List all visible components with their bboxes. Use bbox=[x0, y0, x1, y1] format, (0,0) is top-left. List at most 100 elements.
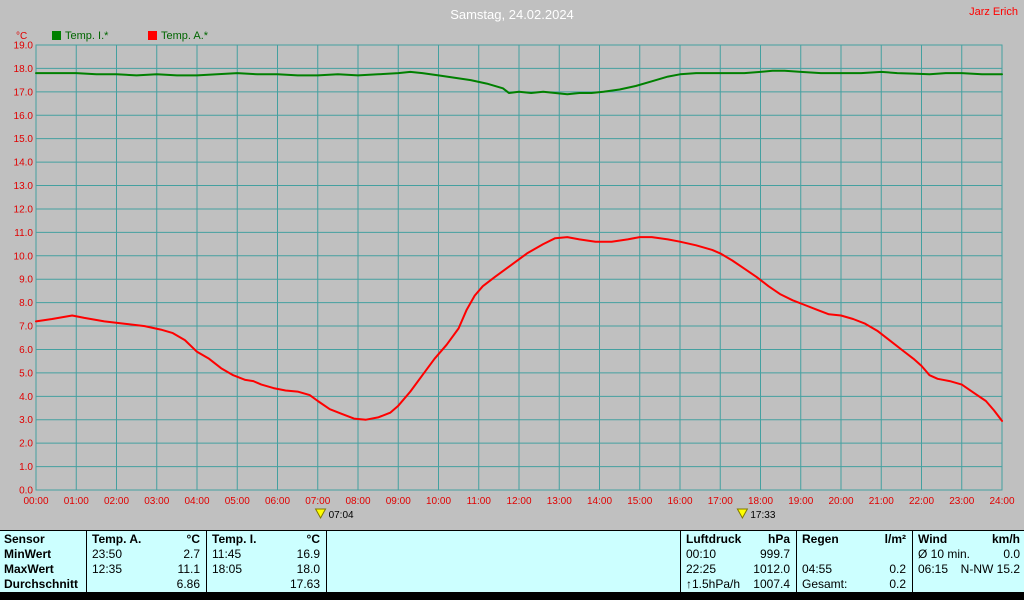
x-tick-label: 07:00 bbox=[305, 496, 330, 507]
temp-i-avg-value: 17.63 bbox=[289, 577, 320, 591]
plot-border bbox=[35, 44, 1003, 491]
stats-panel: Sensor MinWert MaxWert Durchschnitt Temp… bbox=[0, 530, 1024, 592]
divider bbox=[680, 531, 681, 592]
label-durchschnitt: Durchschnitt bbox=[4, 577, 79, 591]
title-bar: Samstag, 24.02.2024 Jarz Erich bbox=[0, 0, 1024, 28]
temp-i-min-time: 11:45 bbox=[212, 547, 242, 561]
x-tick-label: 02:00 bbox=[104, 496, 129, 507]
y-tick-label: 11.0 bbox=[14, 228, 33, 239]
temp-i-max-value: 18.0 bbox=[296, 562, 320, 576]
regen-min bbox=[802, 547, 906, 562]
y-tick-label: 17.0 bbox=[14, 87, 34, 98]
y-tick-label: 4.0 bbox=[19, 392, 33, 403]
temp-a-min-value: 2.7 bbox=[183, 547, 200, 561]
luftdruck-avg: ↑1.5hPa/h 1007.4 bbox=[686, 577, 790, 592]
y-tick-label: 18.0 bbox=[14, 64, 34, 75]
x-tick-label: 12:00 bbox=[506, 496, 531, 507]
y-tick-label: 16.0 bbox=[14, 111, 34, 122]
legend-swatch-temp-a bbox=[148, 31, 157, 40]
luftdruck-unit: hPa bbox=[767, 532, 790, 546]
y-tick-label: 14.0 bbox=[14, 158, 34, 169]
y-tick-label: 12.0 bbox=[14, 204, 34, 215]
y-tick-label: 15.0 bbox=[14, 134, 34, 145]
wind-max-time: 06:15 bbox=[918, 562, 949, 576]
temp-a-max-value: 11.1 bbox=[177, 562, 200, 576]
x-tick-label: 18:00 bbox=[748, 496, 773, 507]
sun-marker-icon bbox=[736, 508, 749, 520]
regen-max: 04:55 0.2 bbox=[802, 562, 906, 577]
wind-avg-value: 0.0 bbox=[1003, 547, 1020, 561]
x-tick-label: 20:00 bbox=[828, 496, 853, 507]
regen-max-value: 0.2 bbox=[889, 562, 906, 576]
y-tick-label: 8.0 bbox=[19, 298, 33, 309]
date-title: Samstag, 24.02.2024 bbox=[450, 7, 574, 22]
y-tick-label: 0.0 bbox=[19, 486, 33, 497]
x-tick-label: 10:00 bbox=[426, 496, 451, 507]
x-tick-label: 04:00 bbox=[184, 496, 209, 507]
regen-unit: l/m² bbox=[884, 532, 906, 546]
x-tick-label: 09:00 bbox=[386, 496, 411, 507]
wind-max-value: N-NW 15.2 bbox=[960, 562, 1020, 576]
temp-a-header: Temp. A. °C bbox=[92, 532, 200, 547]
regen-title: Regen bbox=[802, 532, 839, 546]
x-tick-label: 03:00 bbox=[144, 496, 169, 507]
y-tick-label: 9.0 bbox=[19, 275, 33, 286]
regen-max-time: 04:55 bbox=[802, 562, 833, 576]
temp-i-min-value: 16.9 bbox=[296, 547, 320, 561]
temp-i-max-time: 18:05 bbox=[212, 562, 243, 576]
x-tick-label: 11:00 bbox=[467, 496, 492, 507]
stats-col-wind: Wind km/h Ø 10 min. 0.0 06:15 N-NW 15.2 bbox=[918, 532, 1020, 592]
luftdruck-avg-value: 1007.4 bbox=[753, 577, 790, 591]
temp-a-unit: °C bbox=[186, 532, 200, 546]
luftdruck-trend: ↑1.5hPa/h bbox=[686, 577, 741, 591]
wind-header: Wind km/h bbox=[918, 532, 1020, 547]
regen-header: Regen l/m² bbox=[802, 532, 906, 547]
stats-col-temp-i: Temp. I. °C 11:45 16.9 18:05 18.0 17.63 bbox=[212, 532, 320, 592]
luftdruck-header: Luftdruck hPa bbox=[686, 532, 790, 547]
luftdruck-title: Luftdruck bbox=[686, 532, 742, 546]
x-tick-label: 05:00 bbox=[225, 496, 250, 507]
y-tick-label: 2.0 bbox=[19, 439, 33, 450]
temp-i-max: 18:05 18.0 bbox=[212, 562, 320, 577]
x-tick-label: 16:00 bbox=[667, 496, 692, 507]
y-tick-label: 7.0 bbox=[19, 322, 33, 333]
x-tick-label: 19:00 bbox=[788, 496, 813, 507]
x-tick-label: 22:00 bbox=[909, 496, 934, 507]
y-tick-label: 13.0 bbox=[14, 181, 34, 192]
x-tick-label: 01:00 bbox=[64, 496, 89, 507]
y-tick-label: 10.0 bbox=[14, 251, 34, 262]
y-tick-label: 19.0 bbox=[14, 41, 34, 52]
regen-total-label: Gesamt: bbox=[802, 577, 848, 591]
stats-col-regen: Regen l/m² 04:55 0.2 Gesamt: 0.2 bbox=[802, 532, 906, 592]
temp-a-avg: 6.86 bbox=[92, 577, 200, 592]
legend-label-temp-a: Temp. A.* bbox=[161, 30, 209, 42]
divider bbox=[796, 531, 797, 592]
temp-a-min-time: 23:50 bbox=[92, 547, 123, 561]
wind-title: Wind bbox=[918, 532, 948, 546]
x-tick-label: 06:00 bbox=[265, 496, 290, 507]
divider bbox=[326, 531, 327, 592]
temp-i-min: 11:45 16.9 bbox=[212, 547, 320, 562]
x-tick-label: 00:00 bbox=[23, 496, 48, 507]
series-line-temp-a bbox=[35, 236, 1003, 422]
legend-label-temp-i: Temp. I.* bbox=[65, 30, 109, 42]
wind-max: 06:15 N-NW 15.2 bbox=[918, 562, 1020, 577]
x-tick-label: 24:00 bbox=[989, 496, 1014, 507]
station-owner: Jarz Erich bbox=[969, 6, 1018, 18]
temp-a-avg-value: 6.86 bbox=[176, 577, 200, 591]
y-tick-label: 5.0 bbox=[19, 368, 33, 379]
luftdruck-min-value: 999.7 bbox=[759, 547, 790, 561]
label-maxwert: MaxWert bbox=[4, 562, 54, 576]
divider bbox=[206, 531, 207, 592]
temp-i-avg: 17.63 bbox=[212, 577, 320, 592]
y-tick-label: 1.0 bbox=[19, 462, 33, 473]
x-tick-label: 21:00 bbox=[869, 496, 894, 507]
divider bbox=[86, 531, 87, 592]
luftdruck-min-time: 00:10 bbox=[686, 547, 717, 561]
luftdruck-max-value: 1012.0 bbox=[753, 562, 790, 576]
x-tick-label: 13:00 bbox=[547, 496, 572, 507]
x-tick-label: 17:00 bbox=[708, 496, 733, 507]
wind-empty bbox=[918, 577, 1020, 592]
legend-swatch-temp-i bbox=[52, 31, 61, 40]
